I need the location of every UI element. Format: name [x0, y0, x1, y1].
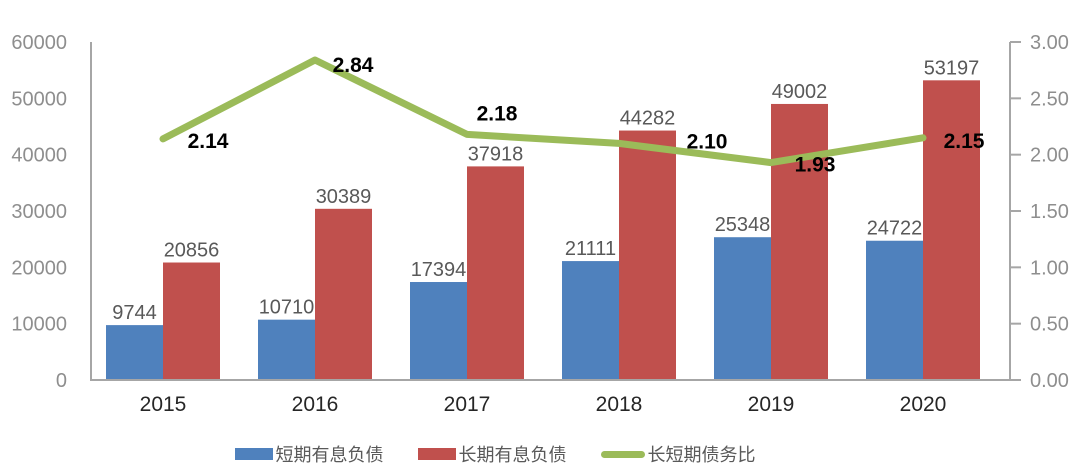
bar-short-2015: [106, 325, 163, 380]
bar-long-2017: [467, 166, 524, 380]
bar-long-2018: [619, 130, 676, 380]
right-axis-tick-label-0.50: 0.50: [1030, 314, 1069, 336]
x-axis-label-2019: 2019: [748, 393, 795, 416]
bar-value-label-short-2018: 21111: [565, 238, 616, 260]
line-value-label-2018: 2.10: [687, 130, 728, 153]
line-value-label-2015: 2.14: [188, 130, 229, 153]
left-axis-tick-label-60000: 60000: [11, 32, 67, 54]
bar-short-2018: [562, 261, 619, 380]
long-term-debt-swatch-icon: [417, 448, 456, 460]
line-value-label-2016: 2.84: [333, 54, 374, 77]
bar-value-label-long-2020: 53197: [924, 57, 980, 79]
bar-value-label-short-2020: 24722: [867, 218, 923, 240]
x-axis-label-2016: 2016: [292, 393, 339, 416]
right-axis-tick-label-3.00: 3.00: [1030, 32, 1069, 54]
left-axis-tick-label-0: 0: [56, 370, 67, 392]
legend-item-short-term-debt: 短期有息负债: [234, 441, 384, 467]
bar-short-2019: [714, 237, 771, 380]
line-value-label-2020: 2.15: [944, 130, 985, 153]
short-term-debt-swatch-icon: [234, 448, 273, 460]
bar-value-label-long-2019: 49002: [772, 81, 828, 103]
bar-long-2015: [163, 262, 220, 380]
bar-short-2017: [410, 282, 467, 380]
left-axis-tick-label-50000: 50000: [11, 88, 67, 110]
bar-value-label-long-2016: 30389: [316, 186, 372, 208]
line-value-label-2017: 2.18: [477, 102, 518, 125]
bar-short-2016: [258, 319, 315, 380]
bar-value-label-long-2018: 44282: [620, 108, 676, 130]
bar-value-label-long-2017: 37918: [468, 143, 524, 165]
legend-item-debt-ratio: 长短期债务比: [600, 441, 756, 467]
debt-ratio-line: [159, 56, 927, 167]
bar-value-label-short-2019: 25348: [715, 214, 771, 236]
legend-item-long-term-debt: 长期有息负债: [417, 441, 567, 467]
right-axis-tick-label-2.50: 2.50: [1030, 88, 1069, 110]
bar-long-2019: [771, 103, 828, 381]
x-axis-label-2018: 2018: [596, 393, 643, 416]
line-value-label-2019: 1.93: [795, 154, 836, 177]
debt-ratio-line-swatch-icon: [600, 450, 645, 458]
left-axis-tick-label-10000: 10000: [11, 314, 67, 336]
right-axis-tick-label-2.00: 2.00: [1030, 145, 1069, 167]
x-axis-label-2015: 2015: [140, 393, 187, 416]
x-axis-label-2020: 2020: [900, 393, 947, 416]
left-axis-tick-label-20000: 20000: [11, 257, 67, 279]
legend-label-debt-ratio: 长短期债务比: [647, 445, 756, 465]
bar-value-label-long-2015: 20856: [164, 240, 220, 262]
bar-value-label-short-2017: 17394: [411, 259, 467, 281]
bar-value-label-short-2015: 9744: [112, 302, 157, 324]
left-axis-tick-label-40000: 40000: [11, 145, 67, 167]
right-axis-tick-label-0.00: 0.00: [1030, 370, 1069, 392]
right-axis-tick-label-1.00: 1.00: [1030, 257, 1069, 279]
chart-legend: 短期有息负债 长期有息负债 长短期债务比: [0, 441, 1035, 467]
bar-value-label-short-2016: 10710: [259, 297, 315, 319]
legend-label-long-term-debt: 长期有息负债: [458, 445, 567, 465]
bar-short-2020: [866, 240, 923, 380]
legend-label-short-term-debt: 短期有息负债: [275, 445, 384, 465]
x-axis-label-2017: 2017: [444, 393, 491, 416]
right-axis-tick-label-1.50: 1.50: [1030, 201, 1069, 223]
left-axis-tick-label-30000: 30000: [11, 201, 67, 223]
bar-long-2016: [315, 208, 372, 380]
bar-long-2020: [923, 80, 980, 380]
